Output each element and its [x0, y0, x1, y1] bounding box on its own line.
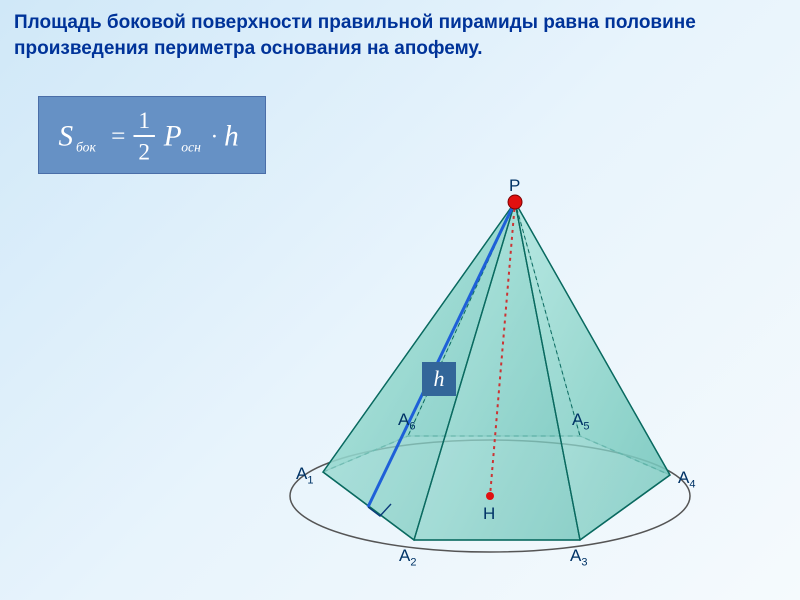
- svg-text:P: P: [163, 121, 182, 153]
- svg-text:h: h: [224, 121, 239, 153]
- theorem-title: Площадь боковой поверхности правильной п…: [14, 10, 786, 61]
- svg-text:2: 2: [138, 139, 150, 165]
- svg-text:1: 1: [138, 108, 150, 134]
- center-dot: [486, 492, 494, 500]
- apothem-h-label: h: [422, 362, 456, 396]
- formula-box: S бок = 1 2 P осн · h: [38, 96, 266, 174]
- label-A1: A1: [296, 464, 313, 486]
- label-A4: A4: [678, 468, 695, 490]
- formula-rhs-sub: осн: [181, 140, 201, 155]
- apex-dot: [508, 195, 522, 209]
- label-H: H: [483, 504, 495, 524]
- label-A2: A2: [399, 546, 416, 568]
- pyramid-svg: [260, 180, 700, 580]
- label-A6: A6: [398, 410, 415, 432]
- formula-svg: S бок = 1 2 P осн · h: [39, 97, 265, 173]
- label-A3: A3: [570, 546, 587, 568]
- label-A5: A5: [572, 410, 589, 432]
- svg-text:=: =: [111, 122, 125, 150]
- svg-text:S: S: [58, 121, 73, 153]
- label-P: P: [509, 176, 520, 196]
- formula-lhs-sub: бок: [76, 140, 96, 155]
- svg-text:·: ·: [210, 124, 218, 150]
- pyramid-diagram: P H A1 A2 A3 A4 A5 A6: [260, 180, 700, 580]
